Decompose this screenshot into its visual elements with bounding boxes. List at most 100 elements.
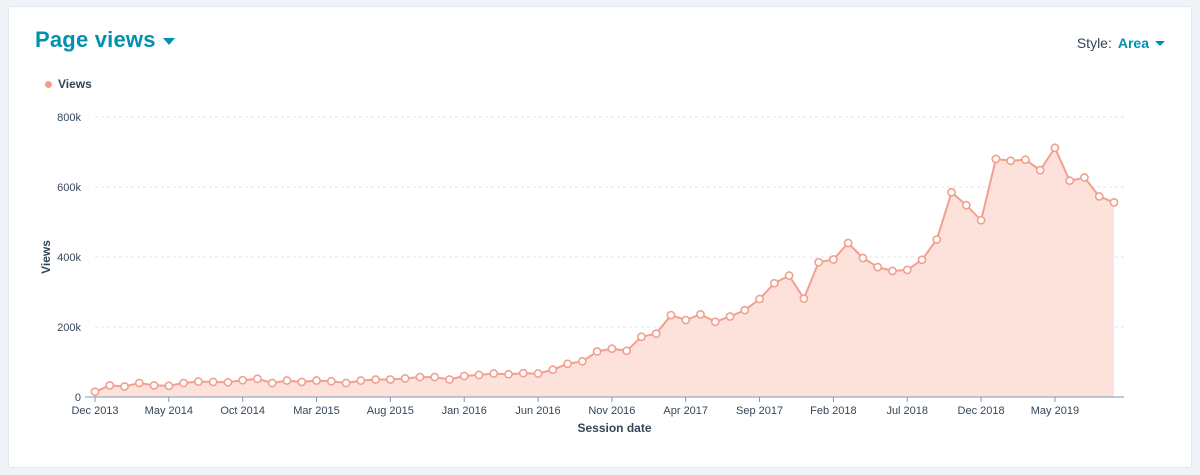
data-point[interactable]: [563, 359, 572, 369]
data-point[interactable]: [504, 369, 513, 379]
data-point[interactable]: [829, 255, 838, 264]
style-selector[interactable]: Style: Area: [1077, 35, 1165, 51]
x-tick-label: Dec 2013: [71, 405, 118, 417]
data-point[interactable]: [577, 356, 587, 366]
x-tick-label: Jul 2018: [886, 405, 928, 417]
series-area: [95, 147, 1114, 397]
style-value[interactable]: Area: [1117, 35, 1149, 51]
x-tick-label: Apr 2017: [663, 405, 708, 417]
data-point[interactable]: [238, 375, 248, 385]
data-point[interactable]: [1109, 197, 1119, 207]
y-axis: 0 200k 400k 600k 800k: [57, 112, 81, 404]
data-point[interactable]: [149, 381, 159, 390]
data-point[interactable]: [134, 378, 144, 388]
data-point[interactable]: [784, 271, 794, 280]
data-point[interactable]: [193, 377, 203, 386]
data-point[interactable]: [755, 294, 764, 304]
data-point[interactable]: [518, 368, 528, 378]
data-point[interactable]: [1065, 176, 1075, 186]
data-point[interactable]: [90, 387, 100, 397]
data-point[interactable]: [858, 253, 868, 263]
data-point[interactable]: [991, 154, 1001, 164]
data-point[interactable]: [725, 312, 735, 321]
data-point[interactable]: [253, 374, 262, 384]
data-point[interactable]: [223, 377, 233, 387]
x-tick-label: Oct 2014: [220, 405, 265, 417]
data-point[interactable]: [208, 377, 218, 387]
data-point[interactable]: [548, 365, 558, 375]
data-point[interactable]: [120, 382, 129, 391]
y-tick-label: 400k: [57, 252, 81, 264]
chevron-down-icon[interactable]: [1155, 40, 1165, 46]
data-point[interactable]: [326, 376, 336, 386]
x-tick-label: Jun 2016: [515, 405, 560, 417]
data-point[interactable]: [696, 309, 705, 319]
data-point[interactable]: [1020, 155, 1030, 165]
data-point[interactable]: [445, 375, 454, 384]
series-line: [94, 145, 1115, 393]
data-point[interactable]: [371, 375, 380, 384]
x-tick-label: May 2019: [1031, 405, 1079, 417]
x-axis: Dec 2013 May 2014 Oct 2014 Mar 2015 Aug 2015…: [71, 397, 1079, 417]
data-point[interactable]: [843, 238, 853, 248]
data-point[interactable]: [666, 310, 676, 320]
data-point[interactable]: [105, 381, 115, 390]
data-point[interactable]: [489, 369, 499, 378]
data-point[interactable]: [1006, 156, 1016, 166]
data-point[interactable]: [607, 344, 617, 354]
data-point[interactable]: [179, 378, 189, 388]
data-point[interactable]: [814, 257, 824, 267]
x-tick-label: May 2014: [145, 405, 193, 417]
legend: Views: [45, 77, 92, 91]
y-axis-title: Views: [39, 240, 53, 274]
data-point[interactable]: [947, 187, 956, 197]
data-point[interactable]: [917, 255, 927, 265]
page-title: Page views: [35, 27, 156, 52]
x-axis-title: Session date: [577, 421, 651, 435]
style-label: Style:: [1076, 35, 1112, 51]
y-tick-label: 600k: [57, 182, 81, 194]
data-point[interactable]: [873, 262, 883, 272]
data-point[interactable]: [430, 372, 440, 382]
chart-title-dropdown[interactable]: Page views: [35, 27, 175, 53]
data-point[interactable]: [1080, 173, 1089, 182]
data-point[interactable]: [312, 376, 321, 385]
data-point[interactable]: [267, 378, 277, 388]
data-points[interactable]: [90, 143, 1119, 397]
data-point[interactable]: [637, 332, 646, 342]
y-tick-label: 0: [75, 392, 81, 404]
data-point[interactable]: [1094, 192, 1104, 201]
data-point[interactable]: [297, 377, 307, 387]
y-tick-label: 200k: [57, 322, 81, 334]
data-point[interactable]: [888, 266, 897, 276]
data-point[interactable]: [769, 278, 779, 288]
data-point[interactable]: [681, 315, 691, 325]
data-point[interactable]: [1035, 165, 1045, 175]
data-point[interactable]: [961, 200, 971, 210]
data-point[interactable]: [1050, 143, 1060, 153]
data-point[interactable]: [282, 376, 292, 385]
data-point[interactable]: [341, 378, 351, 388]
data-point[interactable]: [356, 376, 366, 385]
data-point[interactable]: [976, 215, 986, 225]
data-point[interactable]: [459, 371, 469, 381]
data-point[interactable]: [592, 347, 602, 356]
data-point[interactable]: [799, 294, 809, 304]
data-point[interactable]: [932, 235, 942, 244]
data-point[interactable]: [474, 370, 484, 380]
data-point[interactable]: [622, 346, 632, 356]
data-point[interactable]: [740, 305, 750, 315]
data-point[interactable]: [651, 329, 661, 339]
data-point[interactable]: [400, 374, 410, 383]
x-tick-label: Feb 2018: [810, 405, 856, 417]
data-point[interactable]: [415, 372, 425, 382]
data-point[interactable]: [533, 369, 543, 378]
data-point[interactable]: [385, 375, 395, 384]
x-tick-label: Aug 2015: [367, 405, 414, 417]
legend-label[interactable]: Views: [58, 77, 92, 91]
data-point[interactable]: [164, 381, 174, 391]
data-point[interactable]: [902, 265, 912, 275]
data-point[interactable]: [710, 317, 720, 327]
chevron-down-icon[interactable]: [162, 37, 175, 45]
